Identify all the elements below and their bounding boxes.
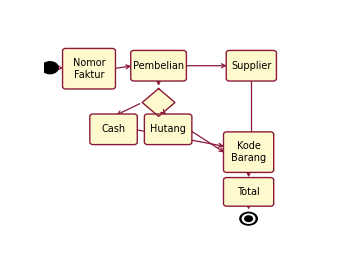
Polygon shape bbox=[142, 88, 175, 116]
FancyBboxPatch shape bbox=[131, 50, 187, 81]
FancyBboxPatch shape bbox=[224, 178, 274, 206]
Text: Pembelian: Pembelian bbox=[133, 61, 184, 71]
FancyBboxPatch shape bbox=[63, 49, 115, 89]
Text: Total: Total bbox=[237, 187, 260, 197]
FancyBboxPatch shape bbox=[144, 114, 192, 144]
Circle shape bbox=[240, 212, 257, 225]
Text: Cash: Cash bbox=[101, 124, 126, 134]
FancyBboxPatch shape bbox=[226, 50, 276, 81]
Text: Nomor
Faktur: Nomor Faktur bbox=[73, 58, 105, 79]
Text: Hutang: Hutang bbox=[150, 124, 186, 134]
Circle shape bbox=[42, 62, 58, 74]
Circle shape bbox=[245, 216, 252, 221]
Circle shape bbox=[242, 214, 255, 223]
FancyBboxPatch shape bbox=[90, 114, 137, 144]
Text: Kode
Barang: Kode Barang bbox=[231, 141, 266, 163]
Text: Supplier: Supplier bbox=[231, 61, 271, 71]
FancyBboxPatch shape bbox=[224, 132, 274, 172]
